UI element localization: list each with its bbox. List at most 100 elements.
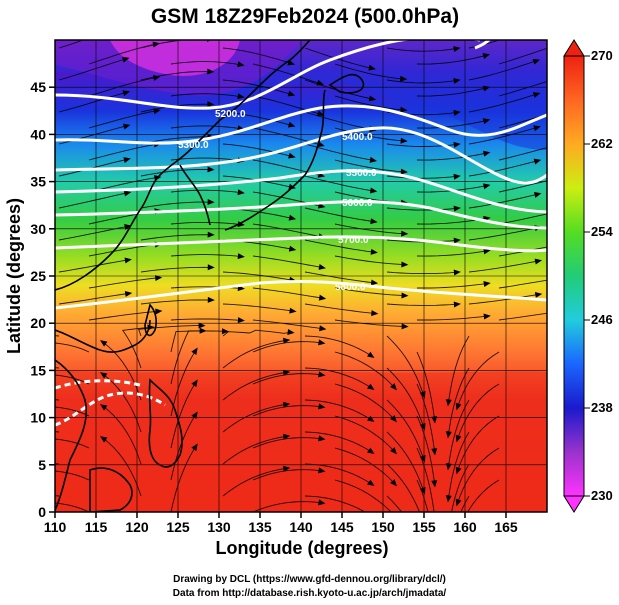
x-tick-label: 145: [330, 519, 354, 535]
x-tick-label: 135: [248, 519, 272, 535]
streamline: [447, 335, 470, 403]
streamline: [252, 437, 322, 449]
streamline-arrow: [453, 269, 461, 276]
streamline-arrow: [431, 480, 438, 488]
chart-title: GSM 18Z29Feb2024 (500.0hPa): [151, 5, 459, 28]
streamline-arrow: [122, 90, 131, 97]
contour-label-5400: 5400.0: [342, 132, 373, 143]
y-axis: 0 5 10 15 20 25 30 35 40 45: [30, 79, 55, 520]
streamline-arrow: [99, 372, 108, 379]
streamline-arrow: [319, 325, 327, 332]
streamline-arrow: [191, 411, 198, 419]
streamline-arrow: [533, 125, 541, 132]
streamline-arrow: [17, 405, 24, 411]
streamline: [222, 339, 287, 369]
streamline-arrow: [287, 121, 296, 128]
streamline-arrow: [455, 498, 462, 507]
streamline: [304, 431, 372, 453]
streamline-arrow: [431, 416, 438, 424]
streamline-arrow: [152, 74, 161, 81]
streamline-arrow: [237, 253, 245, 260]
streamline-arrow: [390, 447, 397, 455]
streamline: [222, 467, 287, 497]
streamline: [304, 495, 366, 512]
streamline: [468, 93, 537, 113]
streamline: [416, 54, 487, 65]
streamline: [334, 223, 405, 235]
streamline-arrow: [283, 337, 291, 344]
streamline-arrow: [124, 223, 132, 230]
streamline-arrow: [153, 108, 161, 115]
coast-south-china: [55, 319, 151, 353]
coast-hokkaido: [328, 73, 365, 94]
x-tick-label: 165: [494, 519, 518, 535]
streamline-arrow: [122, 24, 130, 30]
streamline: [170, 61, 241, 66]
streamline: [417, 283, 487, 289]
streamline: [304, 303, 375, 314]
streamline-arrow: [237, 93, 245, 100]
streamline: [304, 399, 372, 421]
streamline: [58, 58, 126, 81]
streamline: [304, 207, 374, 223]
streamline-arrow: [455, 434, 462, 443]
streamline: [88, 277, 159, 289]
streamline: [417, 315, 487, 321]
streamline-arrow: [17, 373, 24, 379]
streamline: [334, 479, 392, 512]
streamline: [498, 213, 547, 225]
y-tick-label: 20: [30, 315, 46, 331]
x-tick-label: 140: [289, 519, 313, 535]
streamline: [386, 47, 457, 52]
streamline-arrow: [17, 437, 24, 443]
streamline: [386, 271, 457, 275]
streamline: [140, 299, 211, 305]
streamline-arrow: [318, 371, 326, 378]
contour-5400: [55, 126, 547, 185]
streamline-arrow: [283, 465, 291, 472]
colorbar-tick-label: 246: [591, 312, 613, 327]
streamline-arrow: [562, 40, 570, 46]
streamline: [334, 159, 404, 173]
streamline: [138, 325, 202, 337]
streamline-arrow: [533, 158, 542, 165]
streamline-arrow: [154, 275, 163, 282]
streamline-arrow: [283, 433, 291, 440]
streamline-arrow: [367, 383, 375, 391]
streamline: [58, 192, 128, 209]
coast-asia-mainland: [55, 40, 311, 291]
streamline: [416, 415, 436, 484]
streamline: [88, 43, 157, 65]
contour-5700: [55, 235, 547, 253]
streamline: [170, 93, 241, 98]
streamline-arrow: [453, 109, 461, 116]
streamline-arrow: [400, 137, 408, 144]
streamline: [334, 287, 405, 297]
streamline-arrow: [191, 347, 198, 355]
streamline: [416, 383, 436, 452]
streamline: [386, 431, 425, 491]
streamline: [386, 303, 457, 306]
streamline: [498, 180, 547, 193]
streamline: [334, 383, 395, 420]
streamline: [252, 373, 322, 385]
streamline: [304, 335, 372, 357]
streamline-arrow: [123, 190, 132, 197]
streamline: [252, 501, 322, 512]
y-tick-label: 35: [30, 174, 46, 190]
streamline-arrow: [446, 559, 452, 566]
streamline-arrow: [445, 431, 452, 439]
streamline: [304, 111, 373, 131]
streamline: [451, 463, 470, 512]
streamline: [386, 207, 457, 211]
streamline-arrow: [99, 340, 108, 347]
x-tick-label: 110: [44, 519, 67, 535]
streamline-arrow: [316, 110, 325, 117]
y-tick-label: 5: [38, 457, 46, 473]
contour-5600: [55, 200, 547, 230]
streamline: [447, 431, 470, 499]
streamline: [468, 193, 538, 209]
streamline: [58, 293, 129, 305]
streamline-arrow: [198, 322, 206, 329]
streamline: [334, 95, 404, 111]
